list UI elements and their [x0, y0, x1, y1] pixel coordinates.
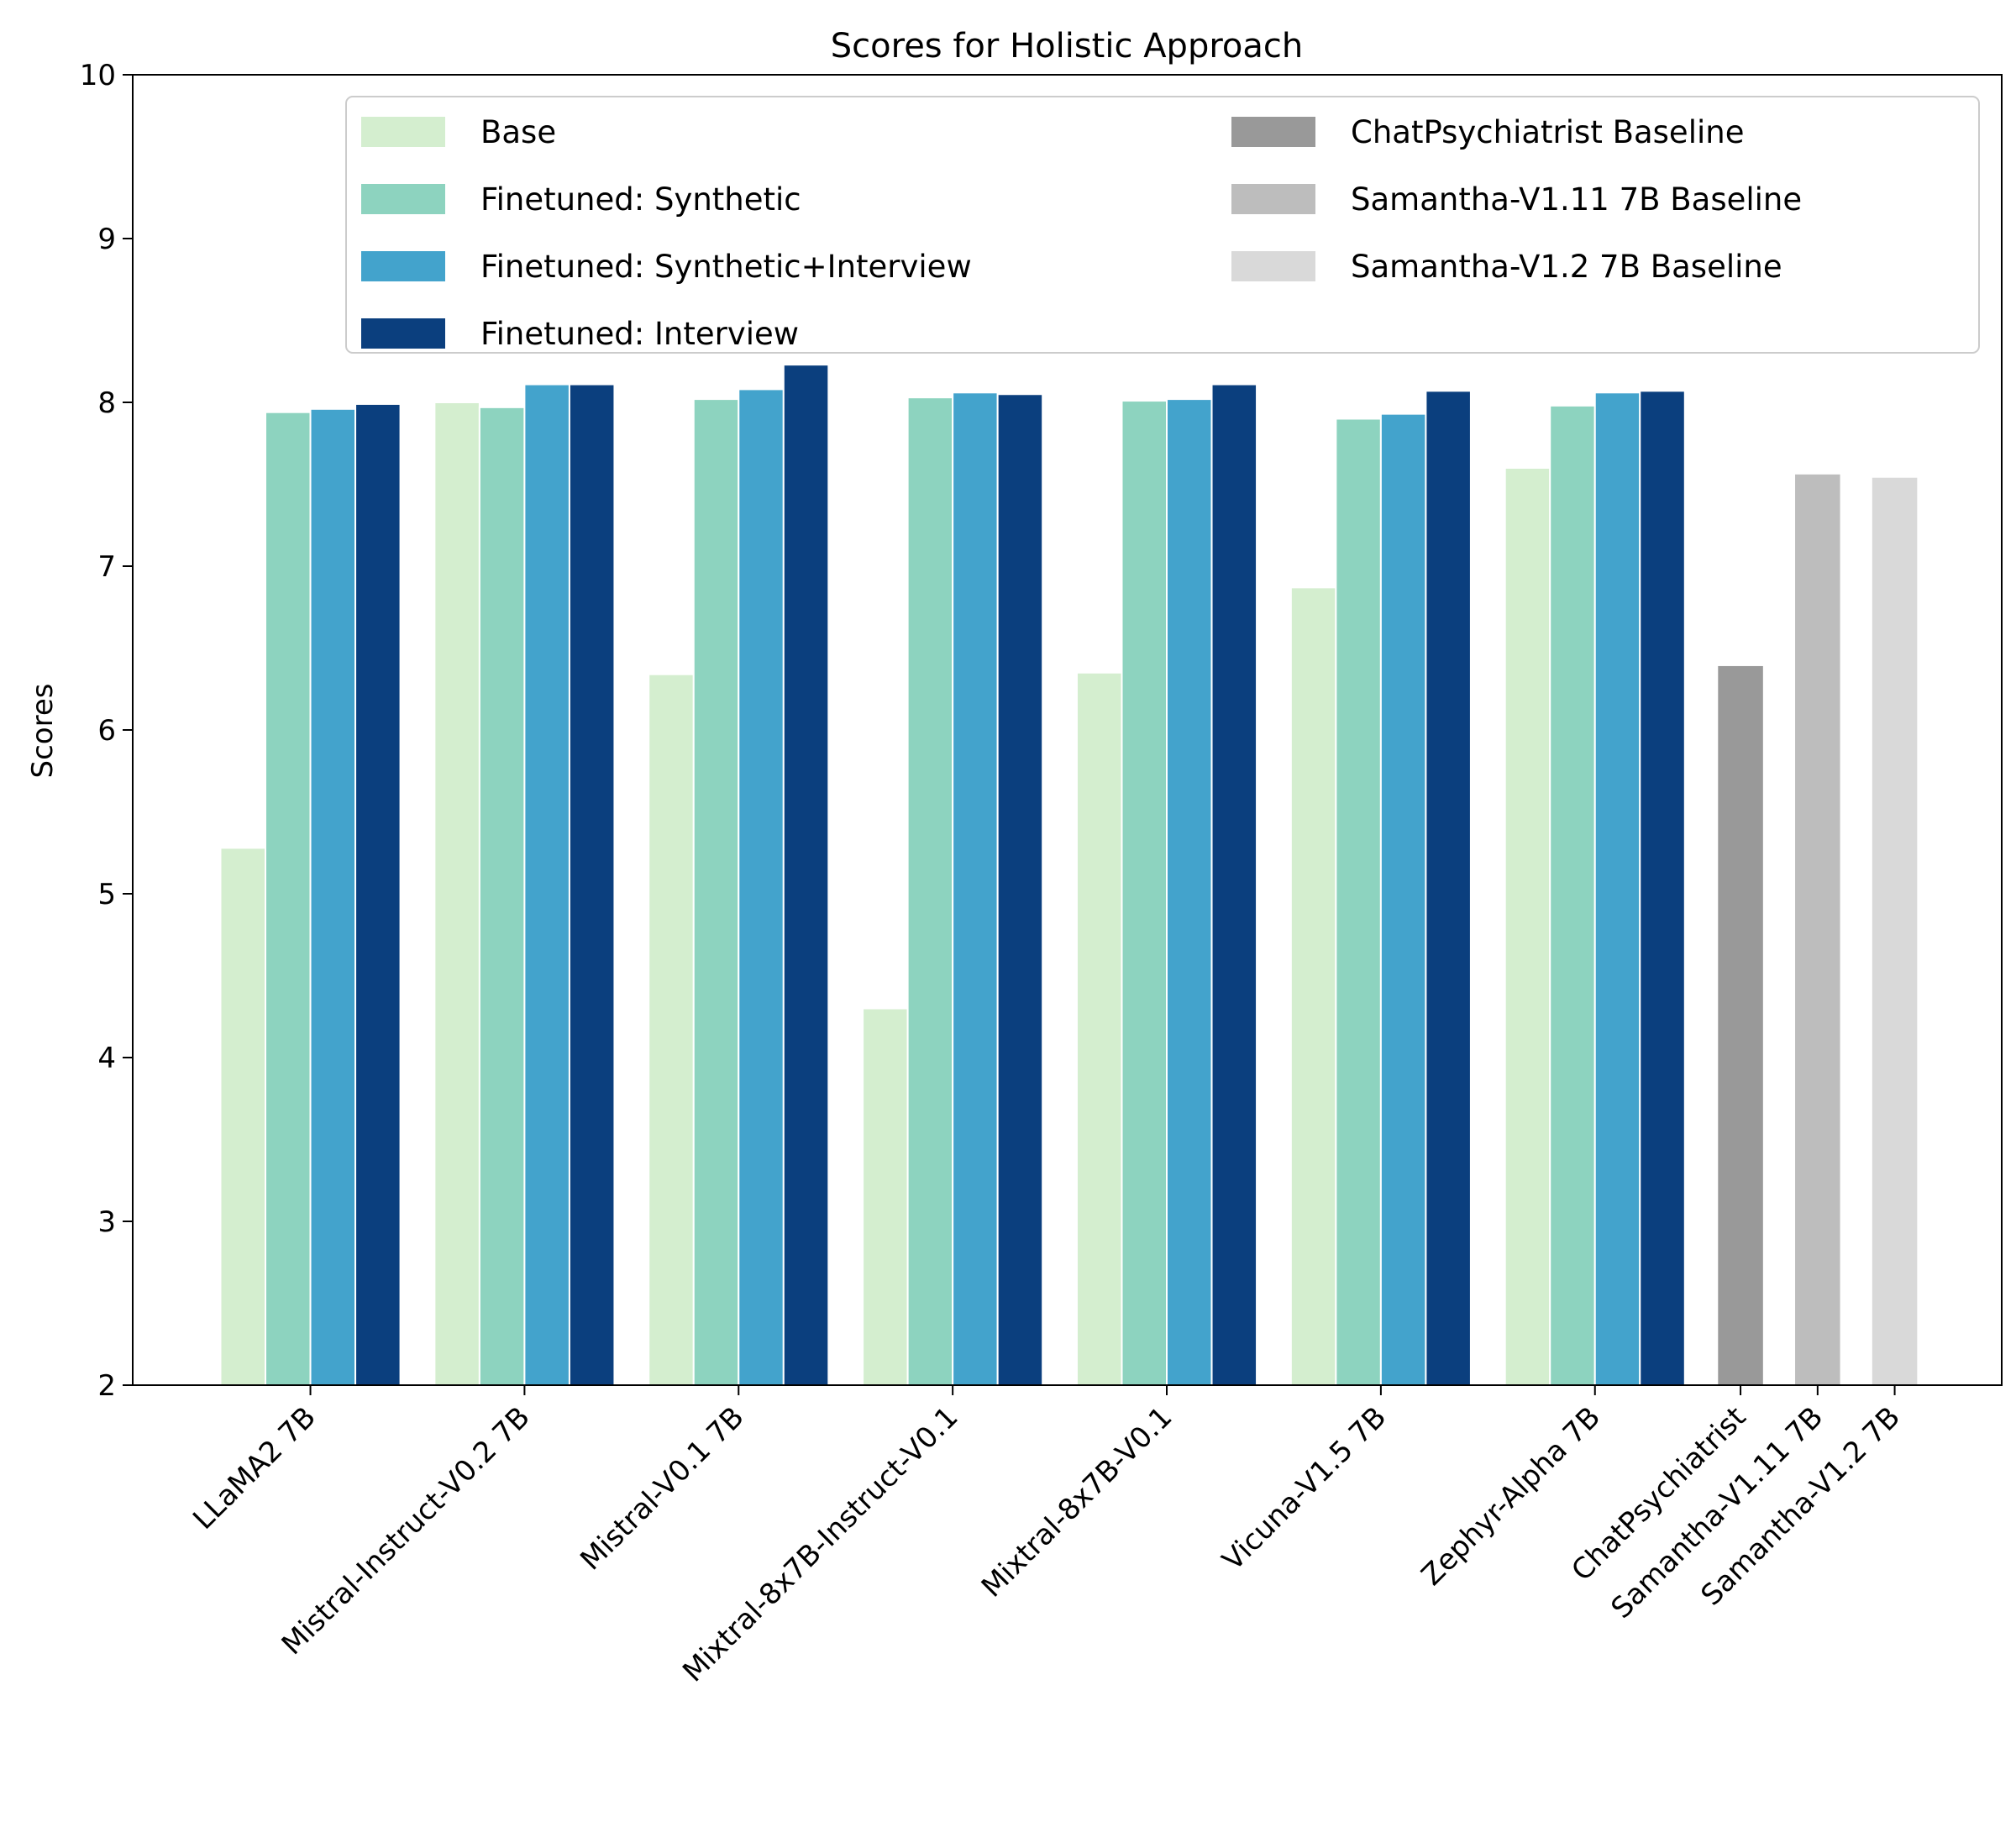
plot-frame [132, 74, 2003, 1386]
y-tick-label: 3 [97, 1205, 116, 1239]
legend-swatch [1231, 251, 1315, 281]
bar-finetuned-synthetic-interview [1593, 391, 1641, 1386]
y-tick-label: 10 [80, 59, 116, 92]
legend-swatch [361, 251, 445, 281]
legend-label: Finetuned: Interview [480, 316, 799, 352]
bar-finetuned-interview [996, 393, 1044, 1386]
x-tick-label: Mistral-Instruct-V0.2 7B [276, 1400, 537, 1662]
chart-title: Scores for Holistic Approach [831, 27, 1303, 66]
bar-base [219, 847, 267, 1386]
bar-baseline [1872, 477, 1918, 1386]
bar-finetuned-synthetic [1335, 417, 1382, 1386]
y-tick-label: 8 [97, 386, 116, 420]
bar-base [862, 1007, 909, 1386]
x-tick-label: Mistral-V0.1 7B [574, 1400, 750, 1577]
bar-baseline [1795, 474, 1840, 1385]
bar-finetuned-synthetic-interview [952, 391, 999, 1386]
bar-finetuned-synthetic [692, 398, 740, 1387]
y-tick-label: 7 [97, 550, 116, 584]
bar-finetuned-interview [782, 364, 830, 1386]
bar-finetuned-synthetic-interview [1166, 398, 1213, 1387]
bar-base [648, 673, 695, 1386]
y-tick-label: 2 [97, 1369, 116, 1403]
y-tick-label: 9 [97, 223, 116, 256]
bar-finetuned-synthetic [1549, 404, 1596, 1386]
bar-base [1075, 671, 1123, 1386]
legend-label: Samantha-V1.11 7B Baseline [1351, 181, 1802, 218]
bar-finetuned-interview [1639, 390, 1686, 1387]
bar-finetuned-synthetic-interview [1379, 412, 1427, 1386]
bar-finetuned-interview [568, 383, 616, 1386]
bar-finetuned-interview [354, 402, 402, 1387]
bar-finetuned-synthetic-interview [523, 383, 570, 1386]
bar-baseline [1718, 665, 1763, 1385]
y-tick-label: 6 [97, 714, 116, 748]
y-tick-label: 4 [97, 1042, 116, 1075]
legend-swatch [361, 318, 445, 349]
x-tick-label: LLaMA2 7B [186, 1400, 323, 1536]
x-tick-label: Mixtral-8x7B-V0.1 [975, 1400, 1179, 1604]
legend-label: ChatPsychiatrist Baseline [1351, 114, 1744, 150]
legend: Base Finetuned: Synthetic Finetuned: Synth… [345, 96, 1980, 354]
legend-frame [345, 96, 1980, 354]
bar-finetuned-synthetic [906, 396, 954, 1386]
bar-base [433, 402, 480, 1386]
legend-swatch [1231, 184, 1315, 214]
legend-label: Base [480, 114, 556, 150]
y-axis-label: Scores [26, 684, 60, 779]
bar-finetuned-synthetic [1121, 400, 1168, 1386]
bar-finetuned-synthetic [478, 406, 526, 1387]
bar-finetuned-interview [1210, 383, 1258, 1386]
y-tick-label: 5 [97, 878, 116, 911]
bar-finetuned-synthetic [265, 411, 312, 1387]
bar-finetuned-synthetic-interview [738, 388, 785, 1386]
bar-base [1504, 467, 1551, 1386]
legend-swatch [361, 184, 445, 214]
legend-label: Finetuned: Synthetic+Interview [480, 249, 972, 285]
legend-label: Finetuned: Synthetic [480, 181, 801, 218]
bar-base [1289, 586, 1337, 1386]
bar-finetuned-interview [1425, 390, 1472, 1387]
bar-finetuned-synthetic-interview [309, 407, 357, 1386]
legend-swatch [1231, 117, 1315, 147]
legend-swatch [361, 117, 445, 147]
x-tick-label: Vicuna-V1.5 7B [1216, 1400, 1394, 1578]
legend-label: Samantha-V1.2 7B Baseline [1351, 249, 1782, 285]
